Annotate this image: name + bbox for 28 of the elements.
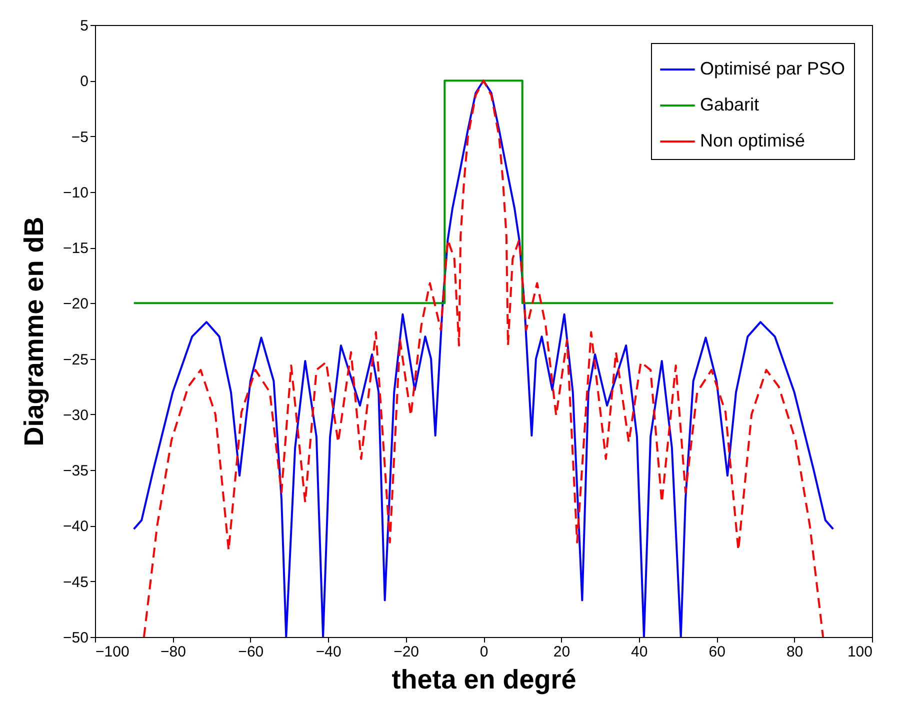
y-tick-label: −30 <box>63 406 88 424</box>
x-tick-label: −40 <box>316 644 342 660</box>
x-tick-label: 80 <box>786 644 804 660</box>
y-tick-label: 0 <box>80 73 88 90</box>
x-tick-label: 20 <box>553 644 570 660</box>
y-tick-label: 5 <box>80 18 88 34</box>
x-tick-label: 40 <box>631 644 648 660</box>
x-axis-title: theta en degré <box>392 664 576 694</box>
x-tick-label: −60 <box>238 644 264 660</box>
y-axis-title: Diagramme en dB <box>19 216 50 446</box>
y-tick-label: −15 <box>63 240 88 258</box>
legend-label: Non optimisé <box>700 130 806 150</box>
y-tick-label: −10 <box>63 184 88 202</box>
x-tick-label: −100 <box>96 644 130 660</box>
x-tick-label: −80 <box>160 644 186 660</box>
x-tick-label: 0 <box>480 644 488 660</box>
y-tick-label: −45 <box>63 574 88 591</box>
y-tick-label: −25 <box>63 351 88 368</box>
legend-label: Optimisé par PSO <box>700 58 846 78</box>
y-tick-label: −50 <box>63 630 88 646</box>
y-tick-label: −35 <box>63 462 88 480</box>
x-tick-label: 100 <box>847 644 872 660</box>
x-tick-label: 60 <box>708 644 726 660</box>
y-tick-label: −40 <box>63 518 88 536</box>
legend-label: Gabarit <box>700 94 760 114</box>
y-tick-label: −20 <box>63 296 88 313</box>
x-tick-label: −20 <box>394 644 420 660</box>
y-tick-label: −5 <box>71 128 88 146</box>
